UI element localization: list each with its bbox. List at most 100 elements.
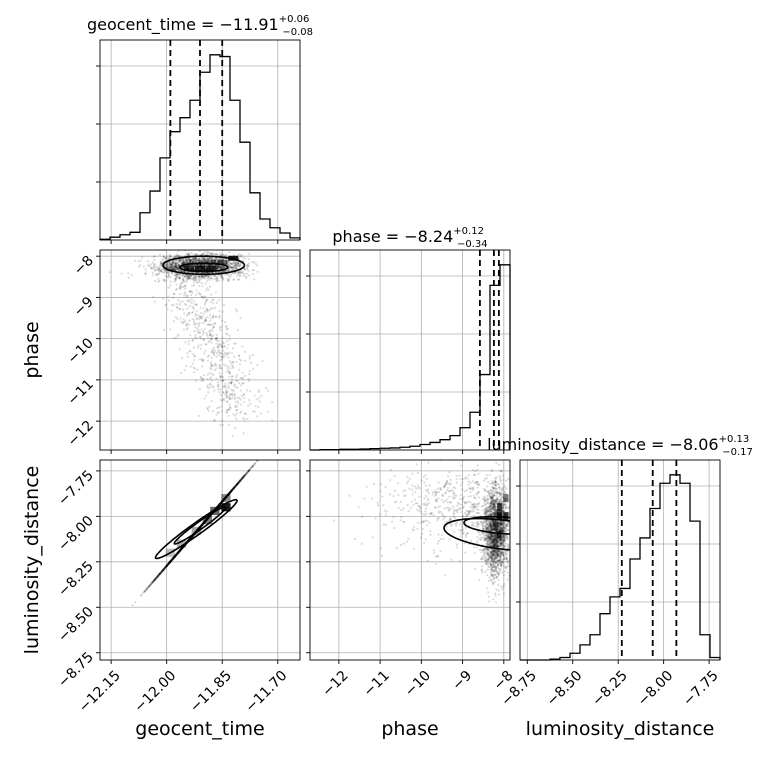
scatter-point: [226, 494, 229, 497]
scatter-point: [247, 252, 251, 255]
scatter-point: [215, 252, 218, 256]
scatter-point: [179, 259, 182, 262]
scatter-point: [231, 365, 234, 368]
histogram-bar: [650, 508, 660, 660]
scatter-point: [198, 336, 202, 339]
scatter-point: [218, 503, 221, 506]
scatter-point: [216, 265, 220, 268]
scatter-point: [190, 298, 193, 301]
scatter-point: [180, 269, 183, 272]
scatter-point: [217, 346, 220, 349]
scatter-point: [194, 293, 197, 296]
scatter-point: [195, 278, 198, 281]
scatter-point: [211, 335, 214, 338]
scatter-point: [169, 263, 173, 266]
scatter-point: [168, 255, 172, 258]
scatter-point: [210, 264, 213, 267]
scatter-point: [216, 265, 220, 268]
scatter-point: [232, 278, 236, 281]
scatter-point: [229, 274, 233, 277]
scatter-point: [243, 350, 247, 353]
scatter-point: [174, 264, 178, 268]
scatter-point: [194, 259, 197, 262]
scatter-point: [171, 262, 175, 265]
scatter-point: [170, 265, 173, 268]
scatter-point: [237, 272, 241, 275]
scatter-point: [188, 274, 191, 277]
scatter-point: [193, 253, 196, 256]
scatter-point: [195, 271, 198, 274]
scatter-point: [183, 312, 186, 315]
scatter-point: [242, 257, 245, 260]
scatter-point: [170, 260, 173, 263]
scatter-point: [230, 262, 233, 265]
scatter-point: [182, 294, 186, 297]
scatter-point: [201, 314, 204, 318]
scatter-point: [200, 328, 203, 331]
scatter-point: [182, 279, 185, 282]
scatter-point: [203, 352, 206, 355]
scatter-point: [219, 266, 222, 270]
scatter-point: [246, 266, 249, 269]
scatter-point: [202, 276, 205, 279]
scatter-point: [179, 548, 183, 551]
scatter-point: [171, 296, 174, 299]
scatter-point: [170, 558, 173, 562]
scatter-point: [209, 319, 212, 322]
scatter-point: [208, 259, 211, 262]
scatter-point: [197, 527, 201, 530]
scatter-point: [206, 336, 209, 339]
scatter-point: [190, 290, 194, 293]
scatter-point: [179, 548, 182, 551]
scatter-point: [216, 265, 219, 268]
scatter-point: [225, 409, 229, 412]
scatter-point: [188, 290, 192, 293]
scatter-point: [168, 262, 171, 265]
scatter-point: [175, 553, 178, 556]
scatter-point: [165, 271, 169, 274]
scatter-point: [187, 313, 190, 316]
scatter-point: [197, 527, 201, 530]
scatter-point: [208, 313, 212, 317]
scatter-point: [170, 558, 173, 562]
scatter-point: [225, 352, 229, 355]
scatter-point: [197, 275, 200, 278]
scatter-point: [206, 377, 209, 381]
scatter-point: [214, 349, 217, 352]
scatter-point: [217, 257, 220, 261]
scatter-point: [209, 334, 212, 337]
scatter-point: [211, 258, 214, 261]
scatter-point: [210, 252, 213, 255]
scatter-point: [242, 274, 245, 278]
scatter-point: [234, 267, 237, 271]
scatter-point: [214, 338, 218, 341]
scatter-point: [183, 284, 186, 287]
scatter-point: [180, 281, 184, 285]
scatter-point: [217, 504, 221, 507]
scatter-point: [158, 572, 161, 575]
scatter-point: [197, 264, 200, 267]
scatter-point: [251, 268, 254, 272]
scatter-point: [240, 410, 243, 413]
histogram-bar: [460, 428, 470, 450]
scatter-point: [163, 271, 166, 274]
scatter-point: [222, 303, 226, 307]
scatter-point: [150, 266, 153, 269]
scatter-point: [168, 265, 171, 268]
scatter-point: [185, 261, 188, 264]
scatter-point: [204, 253, 207, 256]
scatter-point: [188, 253, 191, 256]
scatter-point: [201, 365, 204, 368]
scatter-point: [222, 356, 225, 359]
scatter-point: [178, 549, 181, 552]
scatter-point: [260, 455, 262, 457]
scatter-point: [195, 260, 198, 263]
scatter-point: [220, 267, 224, 270]
scatter-point: [200, 263, 203, 267]
scatter-point: [220, 375, 223, 378]
scatter-point: [170, 559, 173, 562]
scatter-point: [228, 491, 231, 494]
scatter-point: [237, 480, 241, 484]
scatter-point: [183, 262, 186, 265]
scatter-point: [187, 259, 190, 263]
